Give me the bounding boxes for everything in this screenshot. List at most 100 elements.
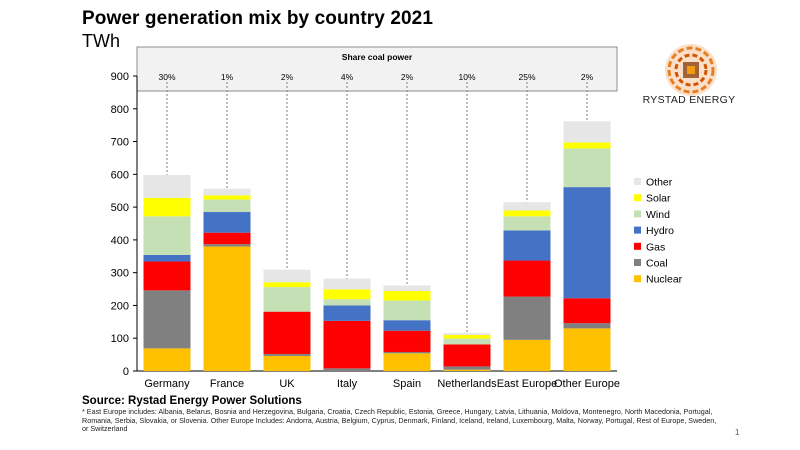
y-tick-label: 200 [111,300,129,312]
legend-label: Other [646,177,673,189]
x-tick-label: Other Europe [554,378,620,390]
bar-coal [143,290,191,349]
bar-gas [143,261,191,291]
bar-nuclear [263,355,311,371]
coal-share-value: 2% [581,72,594,82]
x-tick-label: Spain [393,378,421,390]
coal-share-value: 10% [458,72,475,82]
bar-wind [503,216,551,231]
bar-coal [563,323,611,329]
bar-coal [443,366,491,370]
bar-solar [383,291,431,301]
coal-share-value: 1% [221,72,234,82]
bar-coal [203,244,251,247]
legend-label: Wind [646,209,670,221]
y-tick-label: 0 [123,366,129,378]
legend-swatch [634,210,641,218]
logo-text: RYSTAD ENERGY [642,94,736,106]
bar-gas [383,330,431,352]
bar-wind [203,199,251,213]
bar-gas [503,260,551,297]
x-tick-label: East Europe [497,378,558,390]
bar-wind [443,338,491,345]
bar-gas [263,311,311,354]
x-tick-label: Italy [337,378,358,390]
page-number: 1 [735,428,740,437]
y-tick-label: 400 [111,235,129,247]
x-tick-label: France [210,378,244,390]
bar-nuclear [203,246,251,371]
legend-swatch [634,178,641,185]
bar-wind [263,287,311,312]
bar-wind [143,216,191,255]
bar-other [443,332,491,335]
x-tick-label: UK [279,378,295,390]
bar-solar [263,282,311,288]
coal-share-value: 2% [281,72,294,82]
bar-other [563,121,611,143]
bar-coal [263,353,311,356]
bar-other [143,174,191,198]
bar-wind [323,299,371,306]
rystad-logo-icon [665,44,717,96]
bar-hydro [383,320,431,331]
bar-coal [323,368,371,371]
bar-gas [323,320,371,369]
bar-solar [563,142,611,149]
legend-label: Coal [646,258,668,270]
bar-solar [203,195,251,200]
legend-label: Nuclear [646,274,683,286]
y-tick-label: 300 [111,268,129,280]
y-tick-label: 900 [111,71,129,83]
bar-coal [503,296,551,340]
bar-nuclear [563,328,611,371]
bar-other [503,202,551,211]
bar-solar [503,210,551,217]
stacked-bar-chart: Share coal power 0 100 200 300 400 500 600 700 80… [111,46,683,390]
bar-wind [563,148,611,188]
bar-coal [383,351,431,354]
legend-swatch [634,194,641,202]
chart-title: Power generation mix by country 2021 [82,8,433,29]
bar-hydro [503,230,551,261]
bar-other [263,269,311,283]
source-label: Source: Rystad Energy Power Solutions [82,395,302,407]
y-tick-label: 600 [111,169,129,181]
bar-nuclear [143,348,191,371]
bar-solar [143,197,191,217]
bar-gas [203,232,251,245]
bar-gas [563,298,611,324]
bar-other [383,285,431,292]
bar-wind [383,300,431,321]
x-tick-label: Netherlands [437,378,497,390]
bar-nuclear [503,339,551,371]
legend-label: Gas [646,241,665,253]
bar-hydro [563,187,611,299]
bar-hydro [143,254,191,262]
bar-solar [323,289,371,300]
coal-share-box [136,46,618,92]
coal-share-value: 4% [341,72,354,82]
legend-swatch [634,226,641,234]
bar-other [323,278,371,290]
bar-solar [443,334,491,339]
y-tick-label: 700 [111,137,129,149]
bar-hydro [323,305,371,321]
x-tick-label: Germany [144,378,190,390]
legend-swatch [634,259,641,266]
coal-share-title: Share coal power [342,52,413,62]
chart-subtitle: TWh [82,31,120,51]
y-tick-label: 500 [111,202,129,214]
legend-swatch [634,242,641,250]
bar-gas [443,344,491,367]
coal-share-value: 2% [401,72,414,82]
legend-label: Solar [646,193,671,205]
coal-share-value: 25% [518,72,535,82]
y-tick-label: 800 [111,104,129,116]
bar-other [203,188,251,196]
coal-share-value: 30% [158,72,175,82]
bar-nuclear [443,369,491,371]
bar-hydro [203,212,251,233]
y-tick-label: 100 [111,333,129,345]
legend-swatch [634,275,641,283]
